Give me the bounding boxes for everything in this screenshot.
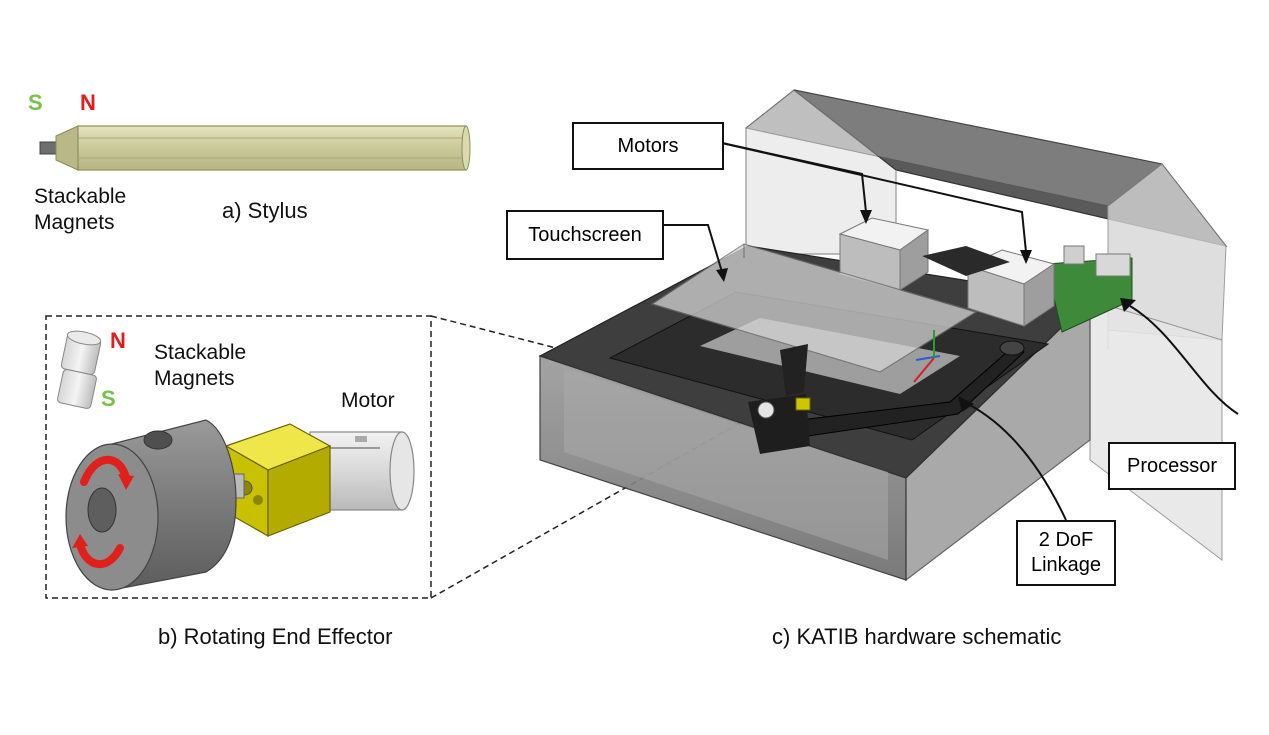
katib-hardware-drawing	[538, 89, 1228, 582]
rotation-arrowhead-icon	[72, 534, 88, 548]
touchscreen-callout-box: Touchscreen	[506, 210, 664, 260]
callout-arrows	[663, 142, 1239, 521]
coupler-drawing	[224, 423, 332, 538]
stacked-magnets-drawing	[57, 330, 102, 409]
stylus-caption: a) Stylus	[222, 198, 308, 223]
linkage-label-line1: 2 DoF	[1038, 529, 1094, 551]
stylus-magnets-label-line1: Stackable	[34, 185, 127, 208]
callout-arrowheads	[716, 210, 1136, 412]
processor-callout-box: Processor	[1108, 442, 1236, 490]
end-effector-caption: b) Rotating End Effector	[158, 624, 393, 649]
linkage-label-line2: Linkage	[1030, 554, 1102, 576]
zoom-line-top	[430, 315, 651, 373]
stylus-magnets-label-line2: Magnets	[34, 210, 115, 234]
effector-magnets-label: Stackable Magnets	[154, 340, 246, 391]
stylus-pole-n: N	[80, 90, 96, 115]
end-effector-cylinder	[65, 419, 237, 591]
stylus-pole-s: S	[28, 90, 43, 115]
effector-magnets-label-line2: Magnets	[154, 366, 235, 390]
rotation-arrowhead-icon	[118, 474, 134, 490]
stylus-drawing	[39, 125, 471, 171]
rotation-arrows	[76, 455, 130, 569]
effector-magnets-label-line1: Stackable	[154, 341, 247, 364]
linkage-callout-box: 2 DoF Linkage	[1016, 520, 1116, 586]
end-effector-frame	[45, 315, 432, 599]
hardware-caption: c) KATIB hardware schematic	[772, 624, 1062, 649]
effector-pole-n: N	[110, 328, 126, 353]
effector-pole-s: S	[101, 386, 116, 411]
stylus-magnets-label: Stackable Magnets	[34, 184, 126, 235]
motors-callout-box: Motors	[572, 122, 724, 170]
motor-label: Motor	[341, 389, 395, 412]
